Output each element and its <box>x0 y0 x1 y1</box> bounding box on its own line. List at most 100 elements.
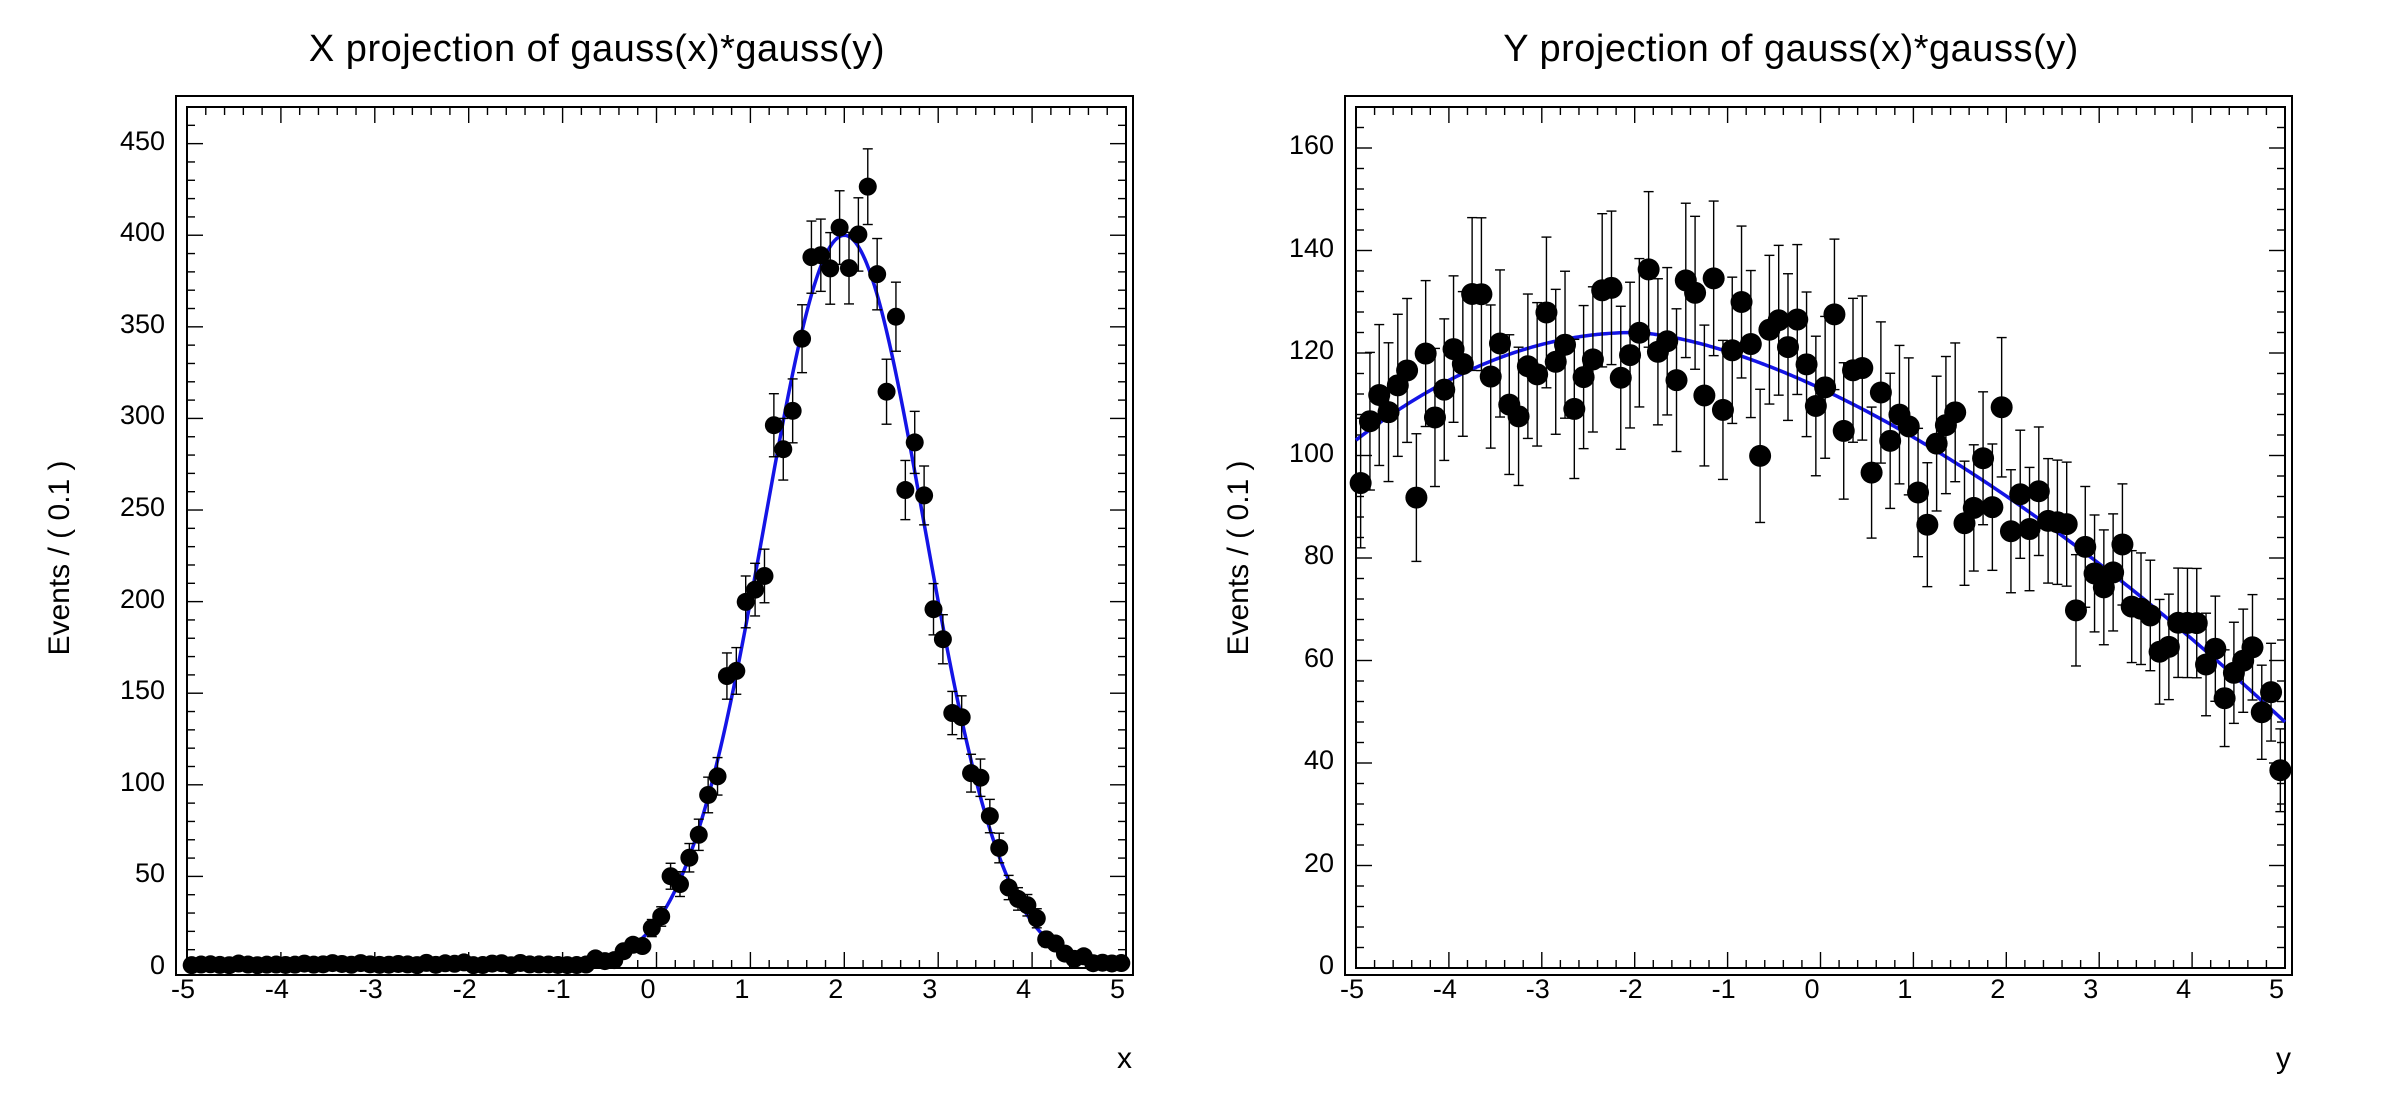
data-point <box>1991 396 2013 418</box>
data-point <box>1693 385 1715 407</box>
data-point <box>878 383 896 401</box>
data-point <box>2056 513 2078 535</box>
x-tick-label-5: 5 <box>1110 974 1125 1005</box>
data-point <box>831 219 849 237</box>
data-points-group <box>1350 192 2292 812</box>
data-point <box>727 662 745 680</box>
data-point <box>671 875 689 893</box>
y-tick-label-300: 300 <box>95 400 165 431</box>
data-point <box>1851 357 1873 379</box>
x-tick-label-0: 0 <box>1805 974 1820 1005</box>
data-point <box>1981 496 2003 518</box>
data-point <box>755 567 773 585</box>
x-projection-title: X projection of gauss(x)*gauss(y) <box>0 28 1194 71</box>
data-point <box>2000 520 2022 542</box>
x-tick-label--1: -1 <box>547 974 571 1005</box>
data-point <box>1350 472 1372 494</box>
data-point <box>1740 333 1762 355</box>
x-tick-label--3: -3 <box>359 974 383 1005</box>
data-point <box>1656 330 1678 352</box>
data-point <box>1777 336 1799 358</box>
data-point <box>2204 638 2226 660</box>
data-point <box>1628 322 1650 344</box>
data-point <box>1600 277 1622 299</box>
data-point <box>652 907 670 925</box>
data-point <box>925 600 943 618</box>
data-point <box>1805 395 1827 417</box>
y-tick-label-200: 200 <box>95 584 165 615</box>
data-point <box>2269 759 2291 781</box>
data-point <box>1378 401 1400 423</box>
y-tick-label-250: 250 <box>95 492 165 523</box>
data-point <box>1563 398 1585 420</box>
data-point <box>1470 283 1492 305</box>
y-tick-label-100: 100 <box>1264 438 1334 469</box>
data-point <box>2009 483 2031 505</box>
y-tick-label-60: 60 <box>1264 643 1334 674</box>
data-point <box>868 265 886 283</box>
dual-histogram-page: X projection of gauss(x)*gauss(y) x Even… <box>0 0 2388 1116</box>
data-point <box>1405 487 1427 509</box>
x-projection-panel: X projection of gauss(x)*gauss(y) x Even… <box>0 0 1194 1116</box>
data-point <box>915 486 933 504</box>
y-tick-label-100: 100 <box>95 767 165 798</box>
data-point <box>1898 415 1920 437</box>
data-point <box>1424 406 1446 428</box>
data-point <box>971 769 989 787</box>
x-tick-label--5: -5 <box>1340 974 1364 1005</box>
y-projection-xlabel: y <box>2276 1042 2291 1076</box>
y-tick-label-140: 140 <box>1264 233 1334 264</box>
x-tick-label-4: 4 <box>2176 974 2191 1005</box>
data-point <box>1972 447 1994 469</box>
gaussian-fit-curve <box>187 235 1126 968</box>
data-point <box>934 630 952 648</box>
data-point <box>1703 267 1725 289</box>
data-point <box>840 259 858 277</box>
x-tick-label--4: -4 <box>265 974 289 1005</box>
x-tick-label--1: -1 <box>1712 974 1736 1005</box>
axis-frame <box>1356 107 2285 968</box>
data-point <box>1638 258 1660 280</box>
y-tick-label-40: 40 <box>1264 745 1334 776</box>
data-point <box>2111 533 2133 555</box>
y-tick-label-350: 350 <box>95 309 165 340</box>
x-tick-label--2: -2 <box>453 974 477 1005</box>
y-projection-panel: Y projection of gauss(x)*gauss(y) y Even… <box>1194 0 2388 1116</box>
y-projection-ylabel: Events / ( 0.1 ) <box>1222 460 1256 655</box>
data-point <box>896 481 914 499</box>
x-tick-label-1: 1 <box>734 974 749 1005</box>
data-point <box>1415 343 1437 365</box>
y-tick-label-50: 50 <box>95 858 165 889</box>
data-point <box>1731 291 1753 313</box>
data-point <box>784 402 802 420</box>
data-point <box>1833 420 1855 442</box>
x-tick-label--4: -4 <box>1433 974 1457 1005</box>
x-tick-label-4: 4 <box>1016 974 1031 1005</box>
data-point <box>2102 561 2124 583</box>
data-point <box>1861 462 1883 484</box>
data-point <box>633 937 651 955</box>
data-point <box>1870 381 1892 403</box>
data-point <box>2186 612 2208 634</box>
x-projection-ylabel: Events / ( 0.1 ) <box>43 460 77 655</box>
y-tick-label-150: 150 <box>95 675 165 706</box>
x-tick-label--2: -2 <box>1619 974 1643 1005</box>
data-point <box>859 178 877 196</box>
y-tick-label-160: 160 <box>1264 130 1334 161</box>
x-projection-plot-area[interactable] <box>175 95 1134 976</box>
y-projection-plot-area[interactable] <box>1344 95 2293 976</box>
data-point <box>1823 303 1845 325</box>
data-point <box>1554 334 1576 356</box>
data-point <box>680 849 698 867</box>
data-point <box>2028 480 2050 502</box>
data-point <box>793 330 811 348</box>
data-point <box>981 807 999 825</box>
x-projection-xlabel: x <box>1117 1042 1132 1076</box>
data-point <box>821 259 839 277</box>
data-point <box>906 433 924 451</box>
data-point <box>1112 954 1130 972</box>
data-point <box>1433 379 1455 401</box>
data-point <box>2158 636 2180 658</box>
data-point <box>1907 482 1929 504</box>
y-tick-label-0: 0 <box>95 950 165 981</box>
